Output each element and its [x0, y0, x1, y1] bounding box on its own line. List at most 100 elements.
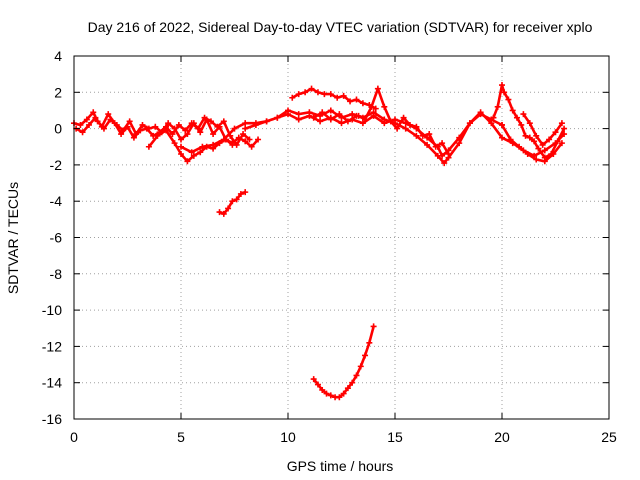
data-point — [190, 152, 197, 159]
data-point — [252, 121, 259, 128]
data-point — [362, 352, 369, 359]
data-point — [359, 100, 366, 107]
data-point — [289, 94, 296, 101]
data-point — [522, 132, 529, 139]
data-point — [372, 105, 379, 112]
data-point — [171, 140, 178, 147]
data-point — [381, 103, 388, 110]
data-point — [434, 152, 441, 159]
data-point — [413, 123, 420, 130]
x-tick-label: 25 — [601, 429, 617, 445]
data-point — [370, 323, 377, 330]
data-point — [214, 123, 221, 130]
data-point — [533, 156, 540, 163]
data-point — [92, 114, 99, 121]
y-tick-label: -4 — [50, 193, 63, 209]
data-point — [520, 111, 527, 118]
data-point — [477, 109, 484, 116]
data-point — [145, 143, 152, 150]
data-point — [355, 112, 362, 119]
data-point — [255, 136, 262, 143]
data-point — [263, 118, 270, 125]
data-point — [400, 114, 407, 121]
data-point — [499, 134, 505, 141]
data-point — [310, 376, 317, 383]
data-point — [139, 121, 146, 128]
data-point — [526, 120, 533, 127]
grid-layer — [74, 56, 609, 419]
data-point — [175, 121, 182, 128]
data-point — [242, 189, 249, 196]
data-point — [220, 210, 227, 217]
y-tick-label: -12 — [42, 338, 62, 354]
data-point — [535, 145, 542, 152]
data-point — [402, 125, 409, 132]
data-point — [327, 392, 334, 399]
y-tick-label: -2 — [50, 157, 63, 173]
data-point — [349, 379, 356, 386]
y-tick-label: -10 — [42, 302, 62, 318]
data-point — [111, 120, 118, 127]
data-point — [83, 116, 90, 123]
data-point — [366, 339, 373, 346]
data-point — [321, 91, 328, 98]
data-point — [531, 138, 538, 145]
data-point — [210, 131, 217, 138]
data-point — [220, 118, 227, 125]
data-point — [441, 160, 448, 167]
data-point — [353, 372, 360, 379]
data-point — [184, 158, 191, 165]
data-point — [424, 141, 431, 148]
data-point — [445, 151, 452, 158]
data-point — [229, 198, 236, 205]
ticks-layer — [73, 55, 610, 420]
data-point — [319, 109, 326, 116]
series-line-track-13 — [312, 325, 375, 399]
data-point — [368, 103, 375, 110]
data-point — [314, 89, 321, 96]
data-point — [340, 390, 347, 397]
data-point — [546, 136, 553, 143]
data-point — [152, 123, 159, 130]
y-tick-label: 4 — [54, 48, 62, 64]
data-point — [359, 120, 366, 127]
data-point — [308, 85, 315, 92]
data-point — [541, 158, 548, 165]
data-point — [130, 134, 137, 141]
data-point — [501, 89, 508, 96]
data-point — [317, 118, 324, 125]
data-point — [518, 121, 525, 128]
data-point — [182, 127, 189, 134]
data-point — [207, 118, 214, 125]
data-point — [526, 134, 533, 141]
data-layer — [71, 82, 568, 401]
data-point — [353, 96, 360, 103]
y-tick-label: -14 — [42, 375, 62, 391]
x-tick-label: 0 — [70, 429, 78, 445]
data-point — [246, 136, 253, 143]
data-point — [229, 141, 236, 148]
data-point — [381, 116, 388, 123]
data-point — [242, 120, 249, 127]
data-point — [285, 107, 291, 114]
data-point — [552, 129, 559, 136]
data-point — [533, 132, 540, 139]
data-point — [334, 94, 341, 101]
data-point — [85, 121, 92, 128]
data-point — [178, 151, 184, 158]
data-point — [220, 136, 227, 143]
data-point — [197, 129, 204, 136]
data-point — [233, 196, 240, 203]
data-point — [505, 96, 512, 103]
y-tick-label: 2 — [54, 84, 62, 100]
data-point — [524, 151, 531, 158]
data-point — [488, 120, 495, 127]
y-axis-label: SDTVAR / TECUs — [5, 182, 21, 294]
data-point — [561, 125, 568, 132]
data-point — [188, 120, 195, 127]
data-point — [184, 131, 191, 138]
data-point — [295, 91, 302, 98]
data-point — [124, 123, 131, 130]
x-axis-label: GPS time / hours — [287, 458, 394, 474]
